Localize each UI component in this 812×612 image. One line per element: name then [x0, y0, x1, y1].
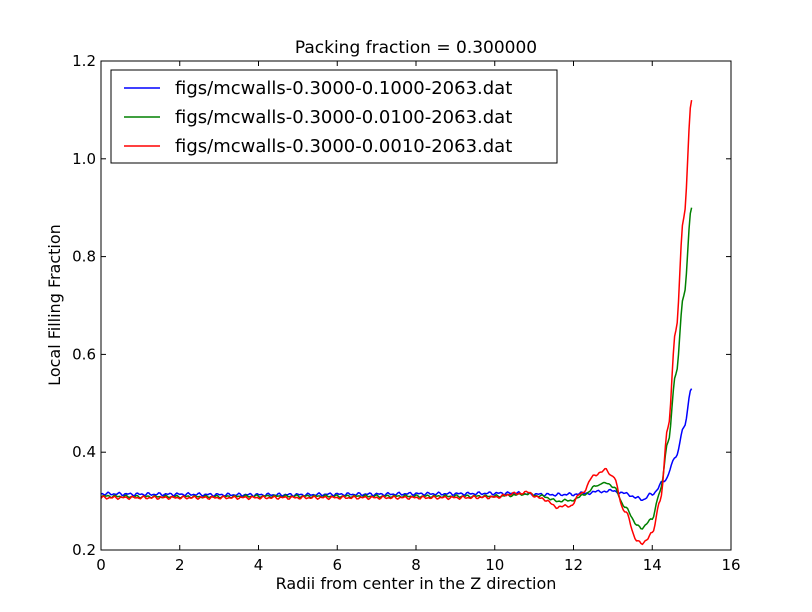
legend-label-0: figs/mcwalls-0.3000-0.1000-2063.dat — [175, 78, 512, 99]
y-tick-label: 0.4 — [72, 443, 96, 461]
x-tick-label: 0 — [96, 556, 106, 574]
x-tick-label: 12 — [564, 556, 583, 574]
legend-label-2: figs/mcwalls-0.3000-0.0010-2063.dat — [175, 136, 512, 157]
chart-title: Packing fraction = 0.300000 — [295, 38, 537, 58]
x-tick-label: 14 — [643, 556, 662, 574]
x-tick-label: 2 — [175, 556, 185, 574]
x-tick-label: 6 — [332, 556, 342, 574]
y-tick-label: 1.0 — [72, 150, 96, 168]
y-tick-label: 1.2 — [72, 52, 96, 70]
legend-box — [110, 69, 558, 164]
legend: figs/mcwalls-0.3000-0.1000-2063.dat figs… — [110, 69, 558, 164]
x-tick-label: 4 — [254, 556, 264, 574]
legend-label-1: figs/mcwalls-0.3000-0.0100-2063.dat — [175, 107, 512, 128]
y-tick-label: 0.6 — [72, 345, 96, 363]
series-layer — [100, 99, 693, 546]
x-tick-label: 8 — [411, 556, 421, 574]
tick-layer: 0 2 4 6 8 10 12 14 16 0.2 0.4 0.6 0.8 1.0 1.2 — [72, 52, 740, 574]
series-line-2 — [100, 99, 693, 546]
y-tick-label: 0.8 — [72, 248, 96, 266]
x-axis-label: Radii from center in the Z direction — [276, 574, 557, 593]
x-tick-label: 16 — [721, 556, 740, 574]
series-line-1 — [100, 207, 693, 530]
y-axis-label: Local Filling Fraction — [45, 224, 64, 386]
x-tick-label: 10 — [485, 556, 504, 574]
y-tick-label: 0.2 — [72, 541, 96, 559]
